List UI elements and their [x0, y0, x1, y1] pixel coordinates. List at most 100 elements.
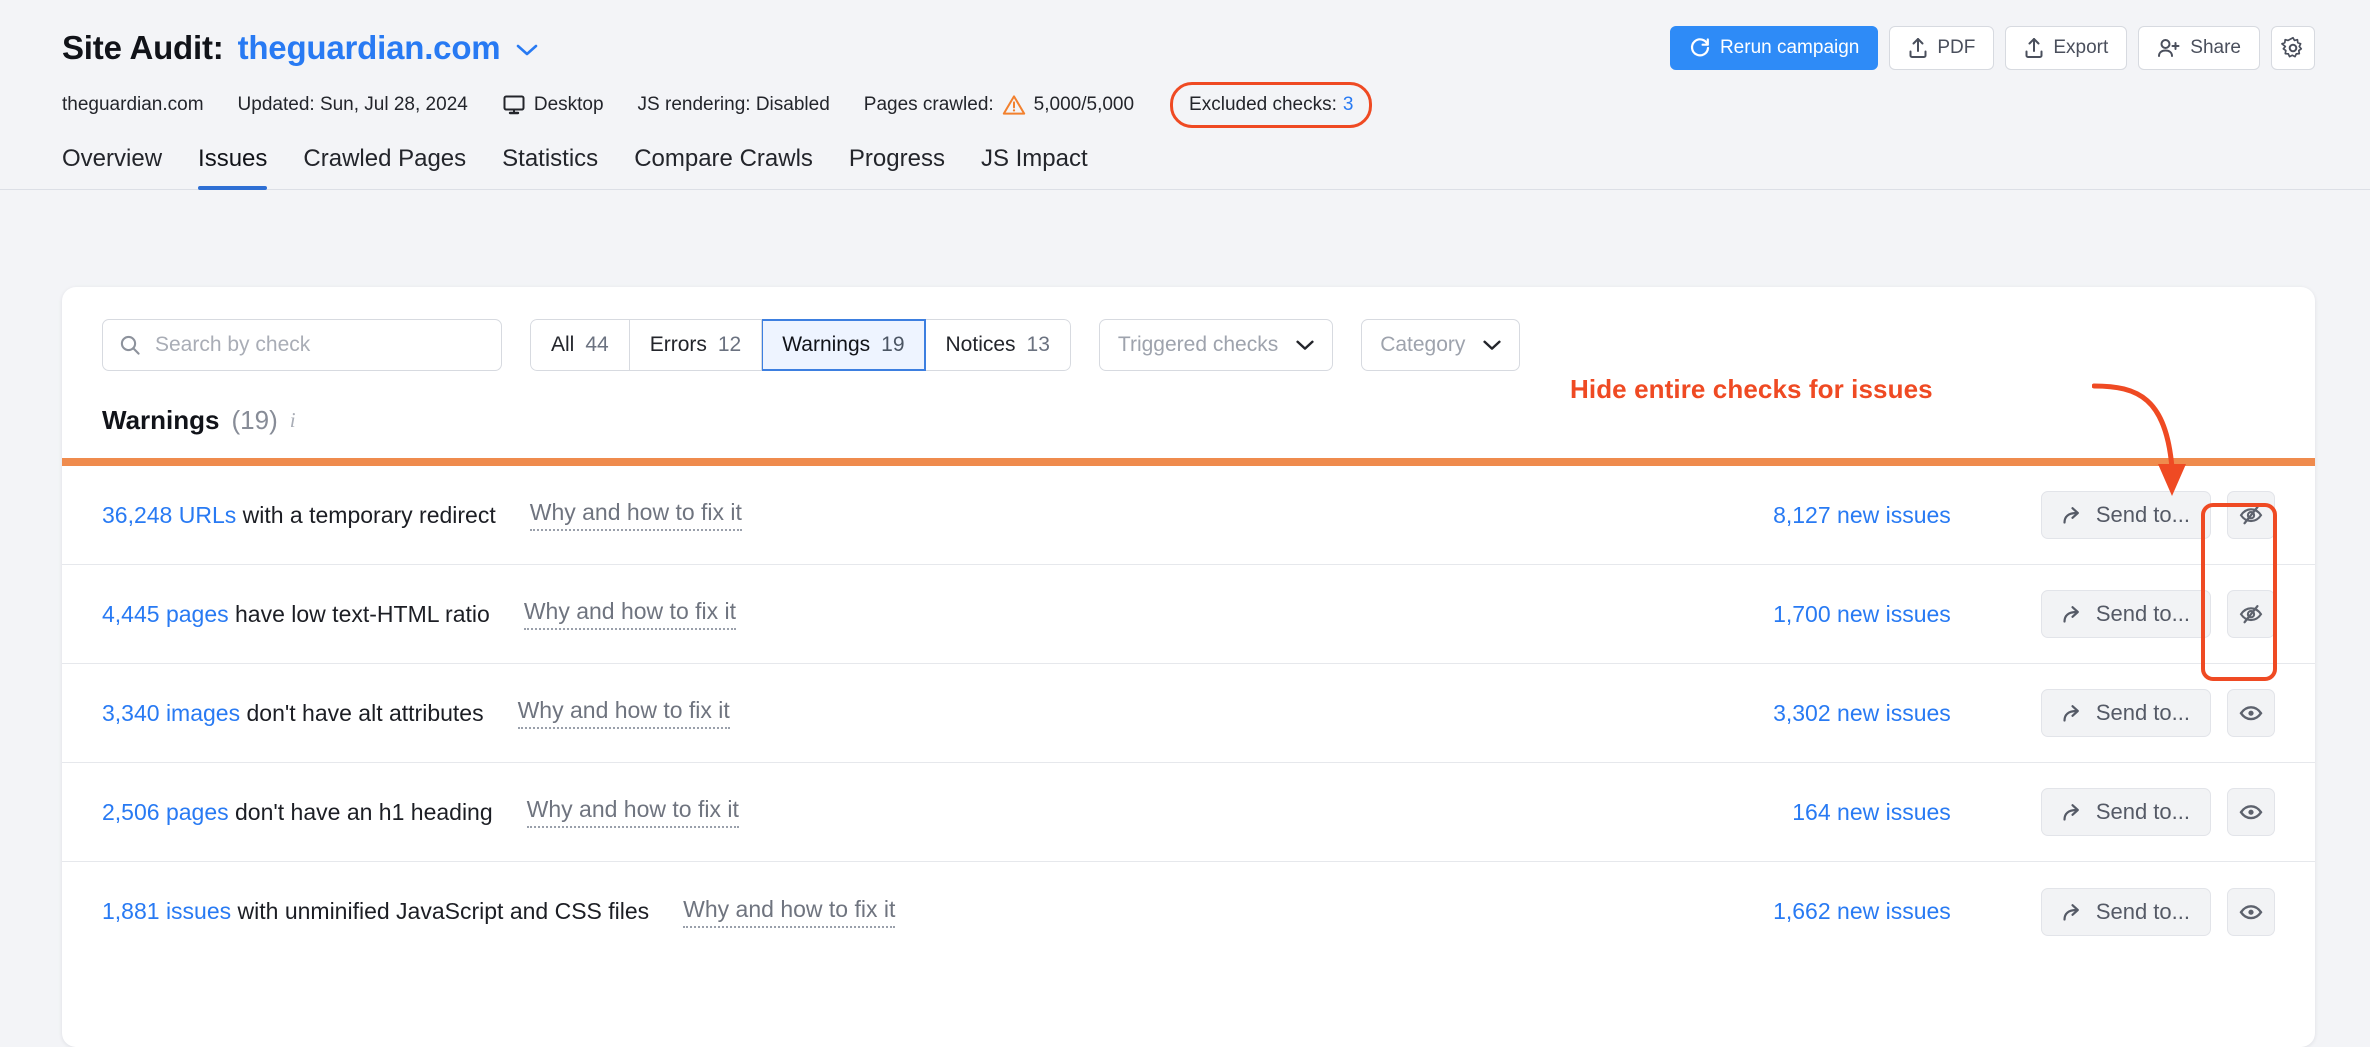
- meta-site: theguardian.com: [62, 94, 204, 115]
- filter-all[interactable]: All 44: [530, 319, 630, 371]
- row-actions: 8,127 new issues Send to...: [1711, 491, 2275, 539]
- excluded-checks-value[interactable]: 3: [1342, 94, 1354, 115]
- gear-icon: [2281, 36, 2305, 60]
- meta-pages-crawled: Pages crawled: 5,000/5,000: [864, 94, 1134, 116]
- send-to-label: Send to...: [2095, 502, 2190, 527]
- issue-count-link[interactable]: 3,340 images: [102, 699, 241, 726]
- issue-title: 2,506 pages don't have an h1 heading: [102, 799, 493, 826]
- meta-device-label: Desktop: [533, 94, 604, 115]
- filter-all-count: 44: [585, 333, 609, 356]
- project-domain-link[interactable]: theguardian.com: [237, 29, 501, 66]
- tab-issues[interactable]: Issues: [198, 145, 268, 190]
- hide-check-button[interactable]: [2227, 689, 2275, 737]
- rerun-campaign-button[interactable]: Rerun campaign: [1669, 26, 1879, 70]
- meta-pages-crawled-value: 5,000/5,000: [1033, 94, 1135, 115]
- meta-js-rendering: JS rendering: Disabled: [637, 94, 830, 115]
- filter-bar: All 44 Errors 12 Warnings 19 Notices 13 …: [62, 287, 2315, 371]
- hide-check-button[interactable]: [2227, 887, 2275, 936]
- tab-overview[interactable]: Overview: [62, 145, 163, 172]
- section-title: Warnings: [102, 405, 220, 435]
- send-to-button[interactable]: Send to...: [2040, 788, 2211, 836]
- chevron-down-icon[interactable]: [516, 43, 538, 57]
- share-label: Share: [2190, 37, 2241, 58]
- section-header: Warnings (19) i: [62, 371, 2315, 436]
- new-issues-link[interactable]: 1,700 new issues: [1773, 600, 1951, 627]
- send-to-button[interactable]: Send to...: [2040, 491, 2211, 539]
- category-dropdown[interactable]: Category: [1361, 319, 1521, 371]
- issue-rest: with a temporary redirect: [236, 501, 496, 528]
- filter-errors[interactable]: Errors 12: [629, 319, 763, 371]
- row-actions: 1,700 new issues Send to...: [1711, 590, 2275, 638]
- new-issues-link[interactable]: 1,662 new issues: [1773, 898, 1951, 924]
- triggered-checks-dropdown[interactable]: Triggered checks: [1098, 319, 1334, 371]
- why-and-how-link[interactable]: Why and how to fix it: [683, 896, 896, 928]
- issue-title: 36,248 URLs with a temporary redirect: [102, 502, 496, 529]
- why-and-how-link[interactable]: Why and how to fix it: [526, 796, 739, 828]
- new-issues-link[interactable]: 3,302 new issues: [1773, 699, 1951, 726]
- nav-tabs: Overview Issues Crawled Pages Statistics…: [0, 126, 2370, 190]
- new-issues-link[interactable]: 8,127 new issues: [1773, 501, 1951, 528]
- pdf-button[interactable]: PDF: [1889, 26, 1995, 70]
- table-row[interactable]: 1,881 issues with unminified JavaScript …: [62, 862, 2315, 961]
- hide-check-button[interactable]: [2227, 788, 2275, 836]
- table-row[interactable]: 3,340 images don't have alt attributes W…: [62, 664, 2315, 763]
- issue-title: 1,881 issues with unminified JavaScript …: [102, 898, 649, 925]
- tab-progress[interactable]: Progress: [848, 145, 945, 172]
- share-arrow-icon: [2062, 902, 2084, 922]
- share-button[interactable]: Share: [2138, 26, 2260, 70]
- share-arrow-icon: [2062, 802, 2084, 822]
- search-input[interactable]: [155, 333, 485, 357]
- filter-notices-count: 13: [1026, 333, 1050, 356]
- table-row[interactable]: 4,445 pages have low text-HTML ratio Why…: [62, 565, 2315, 664]
- send-to-label: Send to...: [2095, 898, 2190, 924]
- excluded-checks-highlight[interactable]: Excluded checks: 3: [1170, 82, 1373, 128]
- eye-icon: [2238, 702, 2264, 724]
- filter-warnings[interactable]: Warnings 19: [762, 319, 926, 371]
- export-label: Export: [2053, 37, 2109, 58]
- filter-warnings-label: Warnings: [782, 333, 871, 356]
- meta-device: Desktop: [502, 94, 604, 116]
- warning-triangle-icon: [1002, 94, 1026, 116]
- export-button[interactable]: Export: [2005, 26, 2128, 70]
- table-row[interactable]: 36,248 URLs with a temporary redirect Wh…: [62, 466, 2315, 565]
- issue-count-link[interactable]: 1,881 issues: [102, 898, 232, 924]
- issue-rest: have low text-HTML ratio: [228, 600, 490, 627]
- chevron-down-icon: [1296, 340, 1314, 351]
- upload-icon: [2024, 37, 2044, 59]
- send-to-button[interactable]: Send to...: [2040, 590, 2211, 638]
- issue-title: 3,340 images don't have alt attributes: [102, 700, 484, 727]
- search-box[interactable]: [102, 319, 502, 371]
- info-icon[interactable]: i: [289, 408, 296, 432]
- issue-count-link[interactable]: 4,445 pages: [102, 600, 229, 627]
- meta-pages-crawled-label: Pages crawled:: [863, 94, 994, 115]
- issue-title: 4,445 pages have low text-HTML ratio: [102, 601, 490, 628]
- filter-errors-count: 12: [717, 333, 742, 356]
- send-to-button[interactable]: Send to...: [2040, 689, 2211, 737]
- hide-check-button[interactable]: [2227, 590, 2275, 638]
- new-issues-link[interactable]: 164 new issues: [1792, 798, 1951, 825]
- settings-button[interactable]: [2271, 26, 2315, 70]
- issues-card: All 44 Errors 12 Warnings 19 Notices 13 …: [62, 287, 2315, 1047]
- filter-all-label: All: [551, 333, 575, 356]
- meta-updated: Updated: Sun, Jul 28, 2024: [237, 94, 468, 115]
- send-to-label: Send to...: [2095, 601, 2190, 626]
- issue-count-link[interactable]: 2,506 pages: [102, 798, 229, 825]
- tab-compare-crawls[interactable]: Compare Crawls: [634, 145, 813, 172]
- hide-check-button[interactable]: [2227, 491, 2275, 539]
- filter-notices[interactable]: Notices 13: [925, 319, 1071, 371]
- why-and-how-link[interactable]: Why and how to fix it: [517, 697, 730, 729]
- why-and-how-link[interactable]: Why and how to fix it: [523, 598, 737, 630]
- page-title: Site Audit: theguardian.com: [62, 29, 538, 67]
- tab-statistics[interactable]: Statistics: [502, 145, 599, 172]
- why-and-how-link[interactable]: Why and how to fix it: [529, 499, 742, 531]
- section-count: (19): [231, 405, 278, 435]
- issue-rest: don't have an h1 heading: [228, 798, 493, 825]
- excluded-checks-label: Excluded checks:: [1189, 94, 1337, 115]
- issue-count-link[interactable]: 36,248 URLs: [102, 501, 237, 528]
- tab-crawled-pages[interactable]: Crawled Pages: [303, 145, 467, 172]
- table-row[interactable]: 2,506 pages don't have an h1 heading Why…: [62, 763, 2315, 862]
- send-to-button[interactable]: Send to...: [2040, 887, 2211, 936]
- tab-js-impact[interactable]: JS Impact: [980, 145, 1088, 172]
- issue-description: 36,248 URLs with a temporary redirect Wh…: [102, 499, 1711, 531]
- rerun-campaign-label: Rerun campaign: [1719, 37, 1860, 58]
